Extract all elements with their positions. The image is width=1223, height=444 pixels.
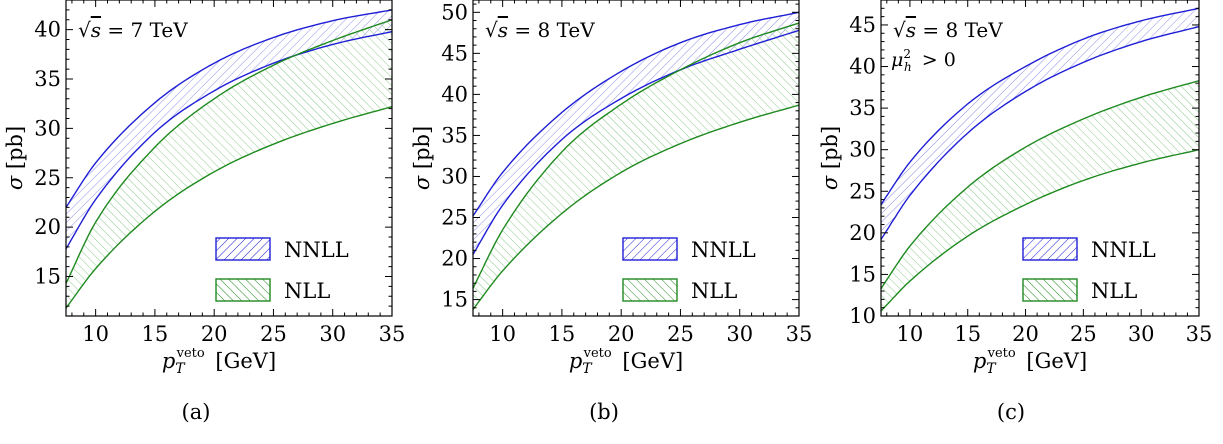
x-tick-label: 15 bbox=[142, 322, 169, 346]
x-tick-label: 20 bbox=[608, 322, 635, 346]
chart-panel-1: 10 15 20 25 30 35 15 20 25 30 35 40 pTveto [GeV] σ [p… bbox=[3, 0, 405, 424]
x-tick-label: 30 bbox=[1128, 322, 1155, 346]
y-tick-label: 15 bbox=[849, 262, 876, 286]
x-axis-label: pTveto [GeV] bbox=[973, 346, 1087, 377]
legend-swatch-nll bbox=[215, 278, 271, 302]
x-tick-label: 30 bbox=[726, 322, 753, 346]
legend-swatch-nll bbox=[1022, 278, 1078, 302]
x-tick-label: 20 bbox=[201, 322, 228, 346]
plot-frame bbox=[472, 0, 800, 317]
nll-band bbox=[473, 23, 799, 310]
plot-area bbox=[881, 7, 1199, 312]
y-tick-label: 10 bbox=[849, 304, 876, 328]
x-axis-label: pTveto [GeV] bbox=[569, 346, 683, 377]
x-tick-label: 25 bbox=[260, 322, 287, 346]
y-tick-label: 20 bbox=[441, 247, 468, 271]
nnll-lower-curve bbox=[881, 25, 1199, 240]
y-tick-label: 30 bbox=[441, 164, 468, 188]
x-tick-label: 10 bbox=[489, 322, 516, 346]
y-axis-label: σ [pb] bbox=[3, 126, 27, 190]
x-tick-label: 20 bbox=[1012, 322, 1039, 346]
y-tick-label: 30 bbox=[34, 116, 61, 140]
y-tick-label: 15 bbox=[441, 288, 468, 312]
y-tick-label: 40 bbox=[441, 82, 468, 106]
x-axis-label: pTveto [GeV] bbox=[162, 346, 276, 377]
x-tick-label: 35 bbox=[379, 322, 406, 346]
panel-label: (a) bbox=[182, 400, 211, 424]
annotation-energy: √s = 8 TeV bbox=[485, 18, 595, 42]
y-tick-label: 20 bbox=[849, 221, 876, 245]
nll-upper-curve bbox=[473, 22, 799, 289]
nll-band bbox=[881, 80, 1199, 311]
x-tick-label: 15 bbox=[549, 322, 576, 346]
y-tick-label: 50 bbox=[441, 0, 468, 24]
y-tick-label: 20 bbox=[34, 215, 61, 239]
y-tick-label: 45 bbox=[441, 41, 468, 65]
nll-lower-curve bbox=[473, 104, 799, 310]
legend-label-nnll: NNLL bbox=[1091, 238, 1156, 262]
legend-label-nnll: NNLL bbox=[691, 238, 756, 262]
panel-label: (b) bbox=[589, 400, 619, 424]
chart-panel-3: 10 15 20 25 30 35 10 15 20 25 30 35 40 45 pTveto [GeV]… bbox=[818, 0, 1212, 424]
legend-swatch-nnll bbox=[215, 237, 271, 261]
x-tick-label: 10 bbox=[897, 322, 924, 346]
annotation-energy: √s = 8 TeV bbox=[893, 18, 1003, 42]
chart-panel-2: 10 15 20 25 30 35 15 20 25 30 35 40 45 50 pTveto [GeV]… bbox=[410, 0, 812, 424]
plot-area bbox=[66, 9, 392, 309]
y-tick-label: 30 bbox=[849, 138, 876, 162]
nnll-upper-curve bbox=[66, 9, 392, 208]
y-tick-label: 40 bbox=[34, 18, 61, 42]
y-tick-label: 25 bbox=[441, 206, 468, 230]
legend-label-nll: NLL bbox=[284, 279, 330, 303]
nll-lower-curve bbox=[881, 149, 1199, 312]
x-tick-label: 35 bbox=[786, 322, 813, 346]
nnll-lower-curve bbox=[473, 29, 799, 255]
nnll-band bbox=[881, 8, 1199, 240]
annotation-energy: √s = 7 TeV bbox=[78, 18, 188, 42]
nnll-lower-curve bbox=[66, 30, 392, 250]
nll-upper-curve bbox=[66, 19, 392, 284]
y-tick-label: 25 bbox=[849, 179, 876, 203]
y-tick-label: 35 bbox=[441, 123, 468, 147]
x-tick-label: 35 bbox=[1186, 322, 1213, 346]
y-tick-label: 35 bbox=[34, 67, 61, 91]
x-tick-label: 10 bbox=[82, 322, 109, 346]
nll-band bbox=[66, 19, 392, 309]
y-axis-label: σ [pb] bbox=[818, 126, 842, 190]
legend-label-nll: NLL bbox=[1091, 279, 1137, 303]
x-tick-label: 30 bbox=[319, 322, 346, 346]
x-tick-label: 15 bbox=[954, 322, 981, 346]
nll-lower-curve bbox=[66, 105, 392, 309]
y-tick-label: 35 bbox=[849, 96, 876, 120]
y-tick-label: 25 bbox=[34, 166, 61, 190]
legend-label-nll: NLL bbox=[691, 279, 737, 303]
nnll-upper-curve bbox=[881, 7, 1199, 205]
nnll-upper-curve bbox=[473, 11, 799, 217]
nll-upper-curve bbox=[881, 80, 1199, 289]
y-axis-label: σ [pb] bbox=[410, 126, 434, 190]
annotation-scale: μ2 h > 0 bbox=[891, 47, 956, 74]
x-tick-label: 25 bbox=[667, 322, 694, 346]
y-tick-label: 40 bbox=[849, 55, 876, 79]
legend-label-nnll: NNLL bbox=[284, 238, 349, 262]
legend-swatch-nnll bbox=[622, 237, 678, 261]
y-tick-label: 15 bbox=[34, 265, 61, 289]
panel-label: (c) bbox=[997, 400, 1025, 424]
x-tick-label: 25 bbox=[1070, 322, 1097, 346]
plot-area bbox=[473, 11, 799, 310]
y-tick-label: 45 bbox=[849, 13, 876, 37]
legend-swatch-nll bbox=[622, 278, 678, 302]
legend-swatch-nnll bbox=[1022, 237, 1078, 261]
